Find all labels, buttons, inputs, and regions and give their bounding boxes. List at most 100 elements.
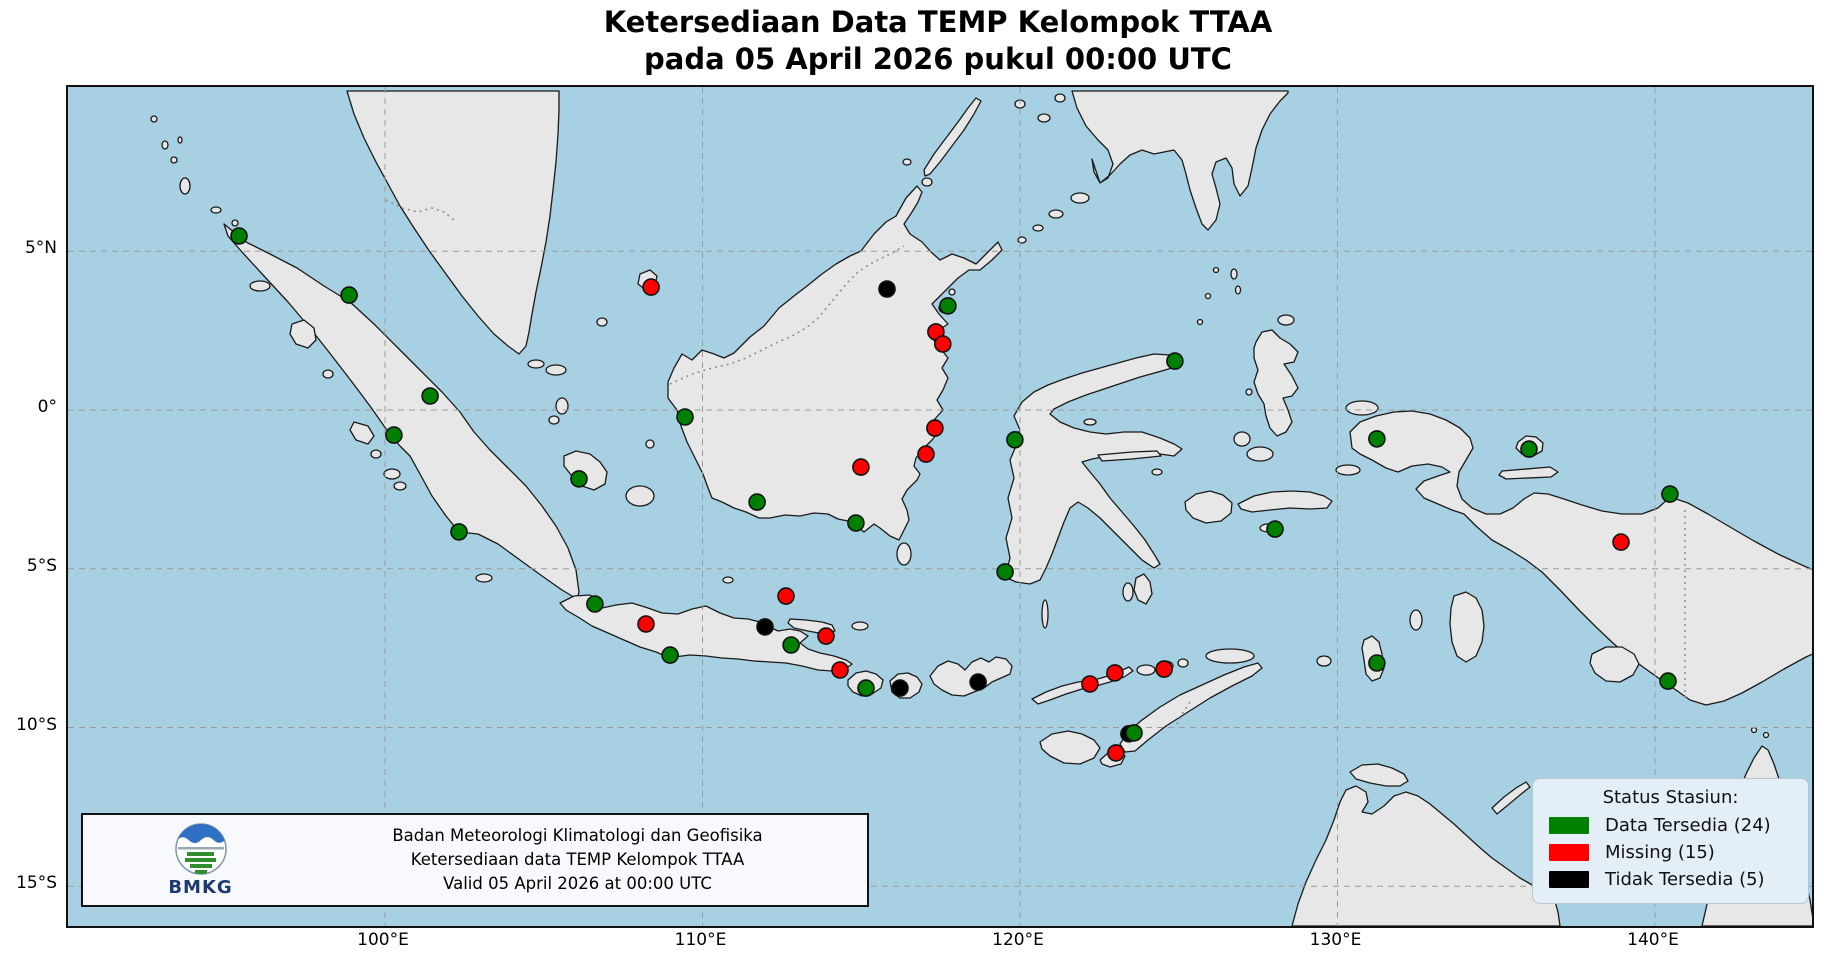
legend-item-tidak-tersedia: Tidak Tersedia (5) bbox=[1543, 866, 1798, 893]
island-buru bbox=[1184, 490, 1233, 524]
island-timor bbox=[1119, 662, 1263, 753]
island-sumbawa bbox=[929, 656, 1013, 697]
station-dot-missing bbox=[1155, 660, 1173, 678]
station-dot-tidak_tersedia bbox=[891, 679, 909, 697]
y-tick-label: 5°S bbox=[26, 555, 57, 576]
station-dot-tersedia bbox=[857, 679, 875, 697]
island-bangka bbox=[563, 450, 608, 491]
island-java bbox=[559, 594, 853, 672]
station-dot-tersedia bbox=[450, 523, 468, 541]
bmkg-logo-label: BMKG bbox=[168, 877, 233, 898]
station-dot-missing bbox=[642, 278, 660, 296]
station-dot-tersedia bbox=[1166, 352, 1184, 370]
info-subtitle-line: Ketersediaan data TEMP Kelompok TTAA bbox=[410, 850, 745, 869]
station-dot-missing bbox=[777, 587, 795, 605]
legend-label-tidak-tersedia: Tidak Tersedia (5) bbox=[1605, 869, 1765, 890]
island-sulawesi bbox=[1004, 353, 1183, 585]
island-buton bbox=[1133, 573, 1153, 605]
legend-title: Status Stasiun: bbox=[1602, 787, 1739, 808]
island-aru bbox=[1449, 591, 1485, 663]
island-sumatra bbox=[223, 223, 580, 600]
station-dot-tidak_tersedia bbox=[969, 673, 987, 691]
country-borders bbox=[385, 199, 1686, 727]
station-dot-tersedia bbox=[748, 493, 766, 511]
island-sula bbox=[1097, 450, 1162, 462]
figure-title-line1: Ketersediaan Data TEMP Kelompok TTAA bbox=[603, 5, 1273, 39]
station-dot-tersedia bbox=[1520, 440, 1538, 458]
legend-label-missing: Missing (15) bbox=[1605, 842, 1715, 863]
station-dot-tersedia bbox=[1659, 672, 1677, 690]
station-dot-tersedia bbox=[1661, 485, 1679, 503]
indonesia-basemap-svg bbox=[68, 87, 1812, 926]
island-yapen bbox=[1498, 466, 1559, 480]
y-tick-label: 0° bbox=[37, 397, 57, 417]
wessel-islands bbox=[1491, 781, 1531, 815]
legend-swatch-red bbox=[1549, 844, 1589, 861]
station-dot-tersedia bbox=[230, 227, 248, 245]
bmkg-logo-column: BMKG bbox=[83, 822, 318, 898]
graticule-gridlines bbox=[68, 87, 1812, 926]
station-dot-tersedia bbox=[421, 387, 439, 405]
x-tick-label: 110°E bbox=[674, 930, 727, 950]
station-dot-tersedia bbox=[340, 286, 358, 304]
malay-peninsula bbox=[346, 90, 560, 355]
station-dot-tidak_tersedia bbox=[756, 618, 774, 636]
x-tick-label: 120°E bbox=[992, 930, 1044, 950]
bmkg-logo-icon bbox=[174, 823, 227, 875]
legend-swatch-black bbox=[1549, 871, 1589, 888]
station-markers bbox=[230, 227, 1679, 762]
australia-top-end bbox=[1291, 785, 1561, 926]
x-tick-label: 100°E bbox=[357, 930, 409, 950]
station-dot-missing bbox=[852, 458, 870, 476]
legend-label-tersedia: Data Tersedia (24) bbox=[1605, 815, 1771, 836]
station-dot-tersedia bbox=[1266, 520, 1284, 538]
bmkg-info-box: BMKG Badan Meteorologi Klimatologi dan G… bbox=[81, 813, 869, 907]
island-mindanao bbox=[1071, 90, 1289, 231]
info-org-line: Badan Meteorologi Klimatologi dan Geofis… bbox=[392, 826, 763, 845]
legend: Status Stasiun: Data Tersedia (24) Missi… bbox=[1532, 778, 1809, 904]
info-text-block: Badan Meteorologi Klimatologi dan Geofis… bbox=[318, 824, 867, 896]
island-seram bbox=[1237, 490, 1333, 513]
station-dot-missing bbox=[1081, 675, 1099, 693]
station-dot-missing bbox=[926, 419, 944, 437]
island-dolak bbox=[1589, 646, 1640, 683]
station-dot-missing bbox=[1106, 664, 1124, 682]
station-dot-tersedia bbox=[847, 514, 865, 532]
x-tick-label: 130°E bbox=[1309, 930, 1362, 950]
melville-island bbox=[1349, 763, 1409, 787]
station-dot-tersedia bbox=[586, 595, 604, 613]
station-dot-tersedia bbox=[385, 426, 403, 444]
station-dot-tidak_tersedia bbox=[878, 280, 896, 298]
station-dot-tersedia bbox=[676, 408, 694, 426]
island-palawan bbox=[923, 97, 982, 177]
station-dot-missing bbox=[917, 445, 935, 463]
station-dot-tersedia bbox=[782, 636, 800, 654]
station-dot-tersedia bbox=[661, 646, 679, 664]
station-dot-tersedia bbox=[996, 563, 1014, 581]
y-tick-label: 10°S bbox=[16, 714, 57, 735]
figure-title: Ketersediaan Data TEMP Kelompok TTAA pad… bbox=[66, 4, 1810, 78]
station-dot-tersedia bbox=[570, 470, 588, 488]
station-dot-tersedia bbox=[1006, 430, 1024, 449]
island-halmahera bbox=[1253, 329, 1299, 437]
station-dot-tersedia bbox=[939, 297, 957, 315]
station-dot-tersedia bbox=[1368, 654, 1386, 672]
figure-title-line2: pada 05 April 2026 pukul 00:00 UTC bbox=[644, 42, 1232, 76]
x-tick-label: 140°E bbox=[1627, 930, 1679, 950]
y-tick-label: 5°N bbox=[24, 238, 57, 259]
legend-item-missing: Missing (15) bbox=[1543, 839, 1798, 866]
landmasses bbox=[150, 90, 1812, 926]
station-dot-missing bbox=[933, 335, 952, 353]
legend-item-tersedia: Data Tersedia (24) bbox=[1543, 812, 1798, 839]
station-dot-missing bbox=[1612, 533, 1630, 551]
station-dot-missing bbox=[817, 627, 835, 645]
legend-swatch-green bbox=[1549, 817, 1589, 834]
info-valid-line: Valid 05 April 2026 at 00:00 UTC bbox=[443, 874, 712, 893]
map-canvas: Status Stasiun: Data Tersedia (24) Missi… bbox=[66, 85, 1814, 928]
station-dot-missing bbox=[1107, 744, 1125, 762]
island-borneo bbox=[667, 185, 1003, 541]
station-dot-missing bbox=[637, 615, 655, 633]
station-dot-missing bbox=[831, 661, 849, 679]
station-dot-tersedia bbox=[1368, 430, 1386, 448]
